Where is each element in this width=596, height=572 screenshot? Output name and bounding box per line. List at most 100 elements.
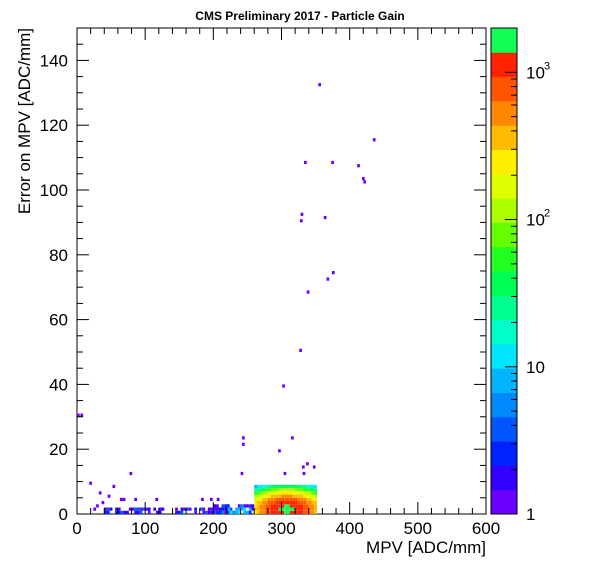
heatmap-cell [292, 510, 296, 514]
heatmap-cell [128, 507, 132, 511]
heatmap-cells [77, 83, 376, 514]
heatmap-cell [106, 507, 110, 511]
heatmap-cell [295, 504, 298, 508]
color-scale-band [491, 52, 517, 78]
heatmap-cell [232, 510, 236, 514]
heatmap-cell [281, 504, 285, 508]
heatmap-cell [89, 481, 92, 485]
heatmap-cell [303, 491, 307, 495]
heatmap-cell [291, 436, 294, 440]
heatmap-cell [289, 504, 293, 508]
heatmap-cell [273, 491, 277, 495]
heatmap-cell [246, 504, 249, 508]
heatmap-cell [259, 504, 263, 508]
heatmap-cell [308, 510, 312, 514]
heatmap-cell [303, 494, 307, 498]
heatmap-cell [256, 491, 260, 495]
heatmap-cell [303, 501, 307, 505]
heatmap-cell [262, 494, 266, 498]
heatmap-cell [229, 507, 233, 511]
heatmap-cell [104, 507, 107, 511]
heatmap-cell [224, 507, 227, 511]
heatmap-cell [278, 497, 282, 502]
heatmap-cell [112, 484, 116, 489]
heatmap-cell [161, 507, 165, 511]
heatmap-cell [267, 504, 271, 508]
x-axis-title: MPV [ADC/mm] [366, 538, 486, 557]
heatmap-cell [216, 510, 219, 514]
heatmap-cell [289, 484, 293, 489]
heatmap-cell [265, 491, 268, 495]
heatmap-cell [311, 507, 315, 511]
heatmap-cell [300, 507, 304, 511]
heatmap-cell [297, 494, 301, 498]
heatmap-cell [278, 488, 282, 492]
heatmap-cell [205, 510, 208, 514]
y-tick-label: 0 [59, 505, 68, 524]
heatmap-cell [186, 507, 189, 511]
heatmap-cell [224, 504, 227, 508]
heatmap-cell [286, 484, 290, 489]
heatmap-cell [314, 504, 317, 508]
heatmap-cell [120, 510, 124, 514]
heatmap-cell [292, 504, 296, 508]
heatmap-cell [188, 507, 192, 511]
heatmap-cell [311, 501, 315, 505]
heatmap-cell [295, 491, 298, 495]
heatmap-cell [240, 471, 244, 476]
heatmap-cell [216, 504, 219, 508]
heatmap-cell [256, 488, 260, 492]
heatmap-cell [311, 491, 315, 495]
color-scale-band [491, 489, 517, 515]
heatmap-cell [259, 494, 263, 498]
color-scale-band [491, 246, 517, 272]
heatmap-cell [276, 488, 279, 492]
heatmap-cell [292, 491, 296, 495]
heatmap-cell [306, 462, 309, 466]
heatmap-cell [273, 497, 277, 502]
heatmap-cell [314, 501, 317, 505]
heatmap-cell [281, 491, 285, 495]
heatmap-cell [306, 501, 309, 505]
chart-title: CMS Preliminary 2017 - Particle Gain [195, 9, 404, 23]
heatmap-cell [98, 491, 102, 495]
heatmap-cell [77, 413, 80, 417]
heatmap-cell [308, 494, 312, 498]
heatmap-cell [286, 504, 290, 508]
heatmap-cell [107, 494, 111, 498]
heatmap-cell [209, 497, 213, 502]
heatmap-cell [276, 494, 279, 498]
heatmap-cell [284, 494, 287, 498]
heatmap-cell [306, 497, 309, 502]
heatmap-cell [254, 501, 257, 505]
heatmap-cell [237, 510, 241, 514]
heatmap-cell [243, 510, 247, 514]
heatmap-cell [270, 501, 274, 505]
heatmap-cell [262, 484, 266, 489]
heatmap-cell [281, 484, 285, 489]
heatmap-cell [284, 488, 287, 492]
heatmap-cell [361, 177, 365, 181]
plot-frame [76, 27, 487, 515]
heatmap-cell [210, 507, 214, 511]
heatmap-cell [289, 491, 293, 495]
y-tick-label: 100 [40, 181, 68, 200]
x-tick-label: 400 [335, 519, 363, 538]
z-tick-exponent: 2 [544, 208, 550, 220]
heatmap-cell [122, 497, 126, 502]
heatmap-cell [270, 491, 274, 495]
heatmap-cell [265, 497, 268, 502]
y-tick-label: 140 [40, 51, 68, 70]
heatmap-cell [273, 501, 277, 505]
heatmap-cell [194, 507, 197, 511]
heatmap-cell [136, 507, 140, 511]
heatmap-cell [311, 494, 315, 498]
heatmap-cell [246, 510, 249, 514]
heatmap-cell [311, 510, 315, 514]
heatmap-cell [276, 504, 279, 508]
heatmap-cell [270, 507, 274, 511]
heatmap-cell [295, 484, 298, 489]
heatmap-cell [158, 510, 162, 514]
heatmap-cell [265, 484, 268, 489]
